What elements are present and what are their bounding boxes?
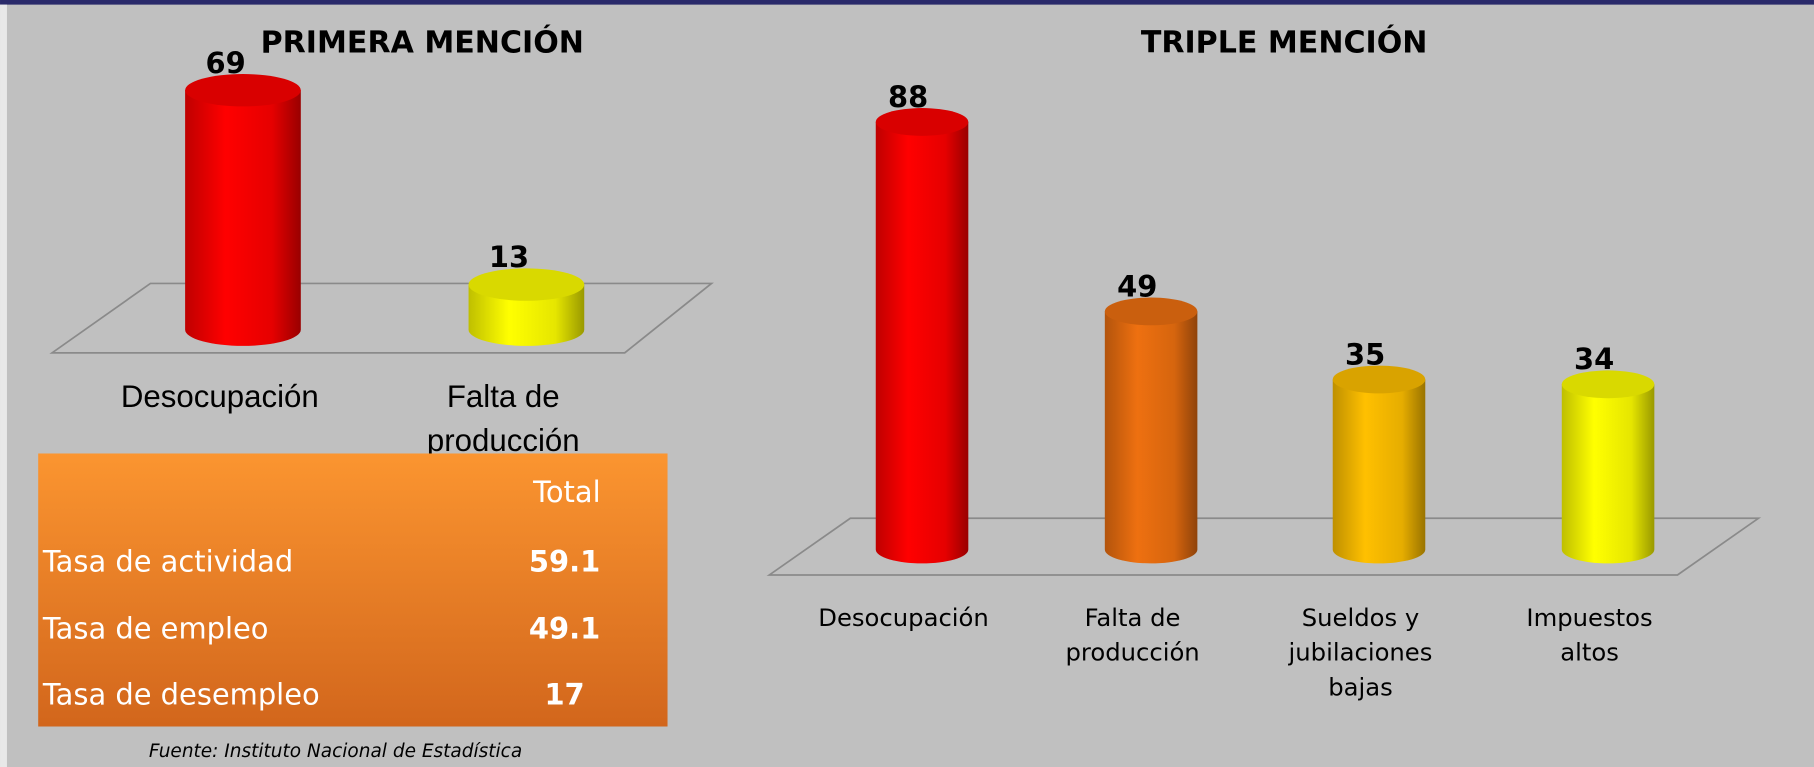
table-cell: Tasa de desempleo [42,677,320,711]
top-border [0,0,1814,5]
table-header: Total [532,475,601,509]
label-line: jubilaciones [1288,638,1433,667]
cylinder-top [1332,365,1426,394]
label-line: Falta de [447,379,560,414]
cylinder-body [1332,379,1426,564]
cylinder-body [468,284,585,346]
value-label: 34 [1574,342,1614,376]
label-line: bajas [1328,672,1393,701]
floor [766,517,1762,576]
table-box [38,453,668,727]
value-label: 13 [489,240,529,274]
x-tick-label: Desocupación [818,603,989,632]
table-cell: 59.1 [529,544,600,578]
label-line: Sueldos y [1302,603,1420,632]
value-label: 88 [888,80,928,114]
cylinder-top [1104,297,1198,326]
cylinder-body [1561,384,1655,564]
cylinder-body [185,90,301,346]
chart-title: PRIMERA MENCIÓN [261,23,584,60]
label-line: producción [427,423,580,458]
cylinder-body [875,121,969,564]
x-tick-label: Impuestos altos [1526,603,1652,667]
label-line: producción [1065,638,1199,667]
x-tick-label: Desocupación [121,379,319,414]
label-line: Desocupación [818,603,989,632]
table-cell: Tasa de actividad [42,544,293,578]
value-label: 69 [205,46,245,80]
table-cell: 49.1 [529,611,600,645]
cylinder-top [185,74,301,107]
cylinder-body [1104,311,1198,564]
value-label: 49 [1117,269,1157,303]
chart-title: TRIPLE MENCIÓN [1141,23,1428,60]
label-line: altos [1560,638,1619,667]
label-line: Desocupación [121,379,319,414]
label-line: Impuestos [1526,603,1652,632]
source: Fuente: Instituto Nacional de Estadístic… [149,741,522,762]
value-label: 35 [1345,337,1385,371]
table-cell: 17 [544,677,584,711]
table-cell: Tasa de empleo [42,611,269,645]
label-line: Falta de [1085,603,1181,632]
x-tick-label: Falta de producción [427,379,580,458]
cylinder-top [1561,370,1655,399]
left-edge [0,4,7,767]
cylinder-top [875,108,969,136]
cylinder-top [468,268,585,301]
x-tick-label: Sueldos y jubilaciones bajas [1288,603,1433,701]
x-tick-label: Falta de producción [1065,603,1199,667]
